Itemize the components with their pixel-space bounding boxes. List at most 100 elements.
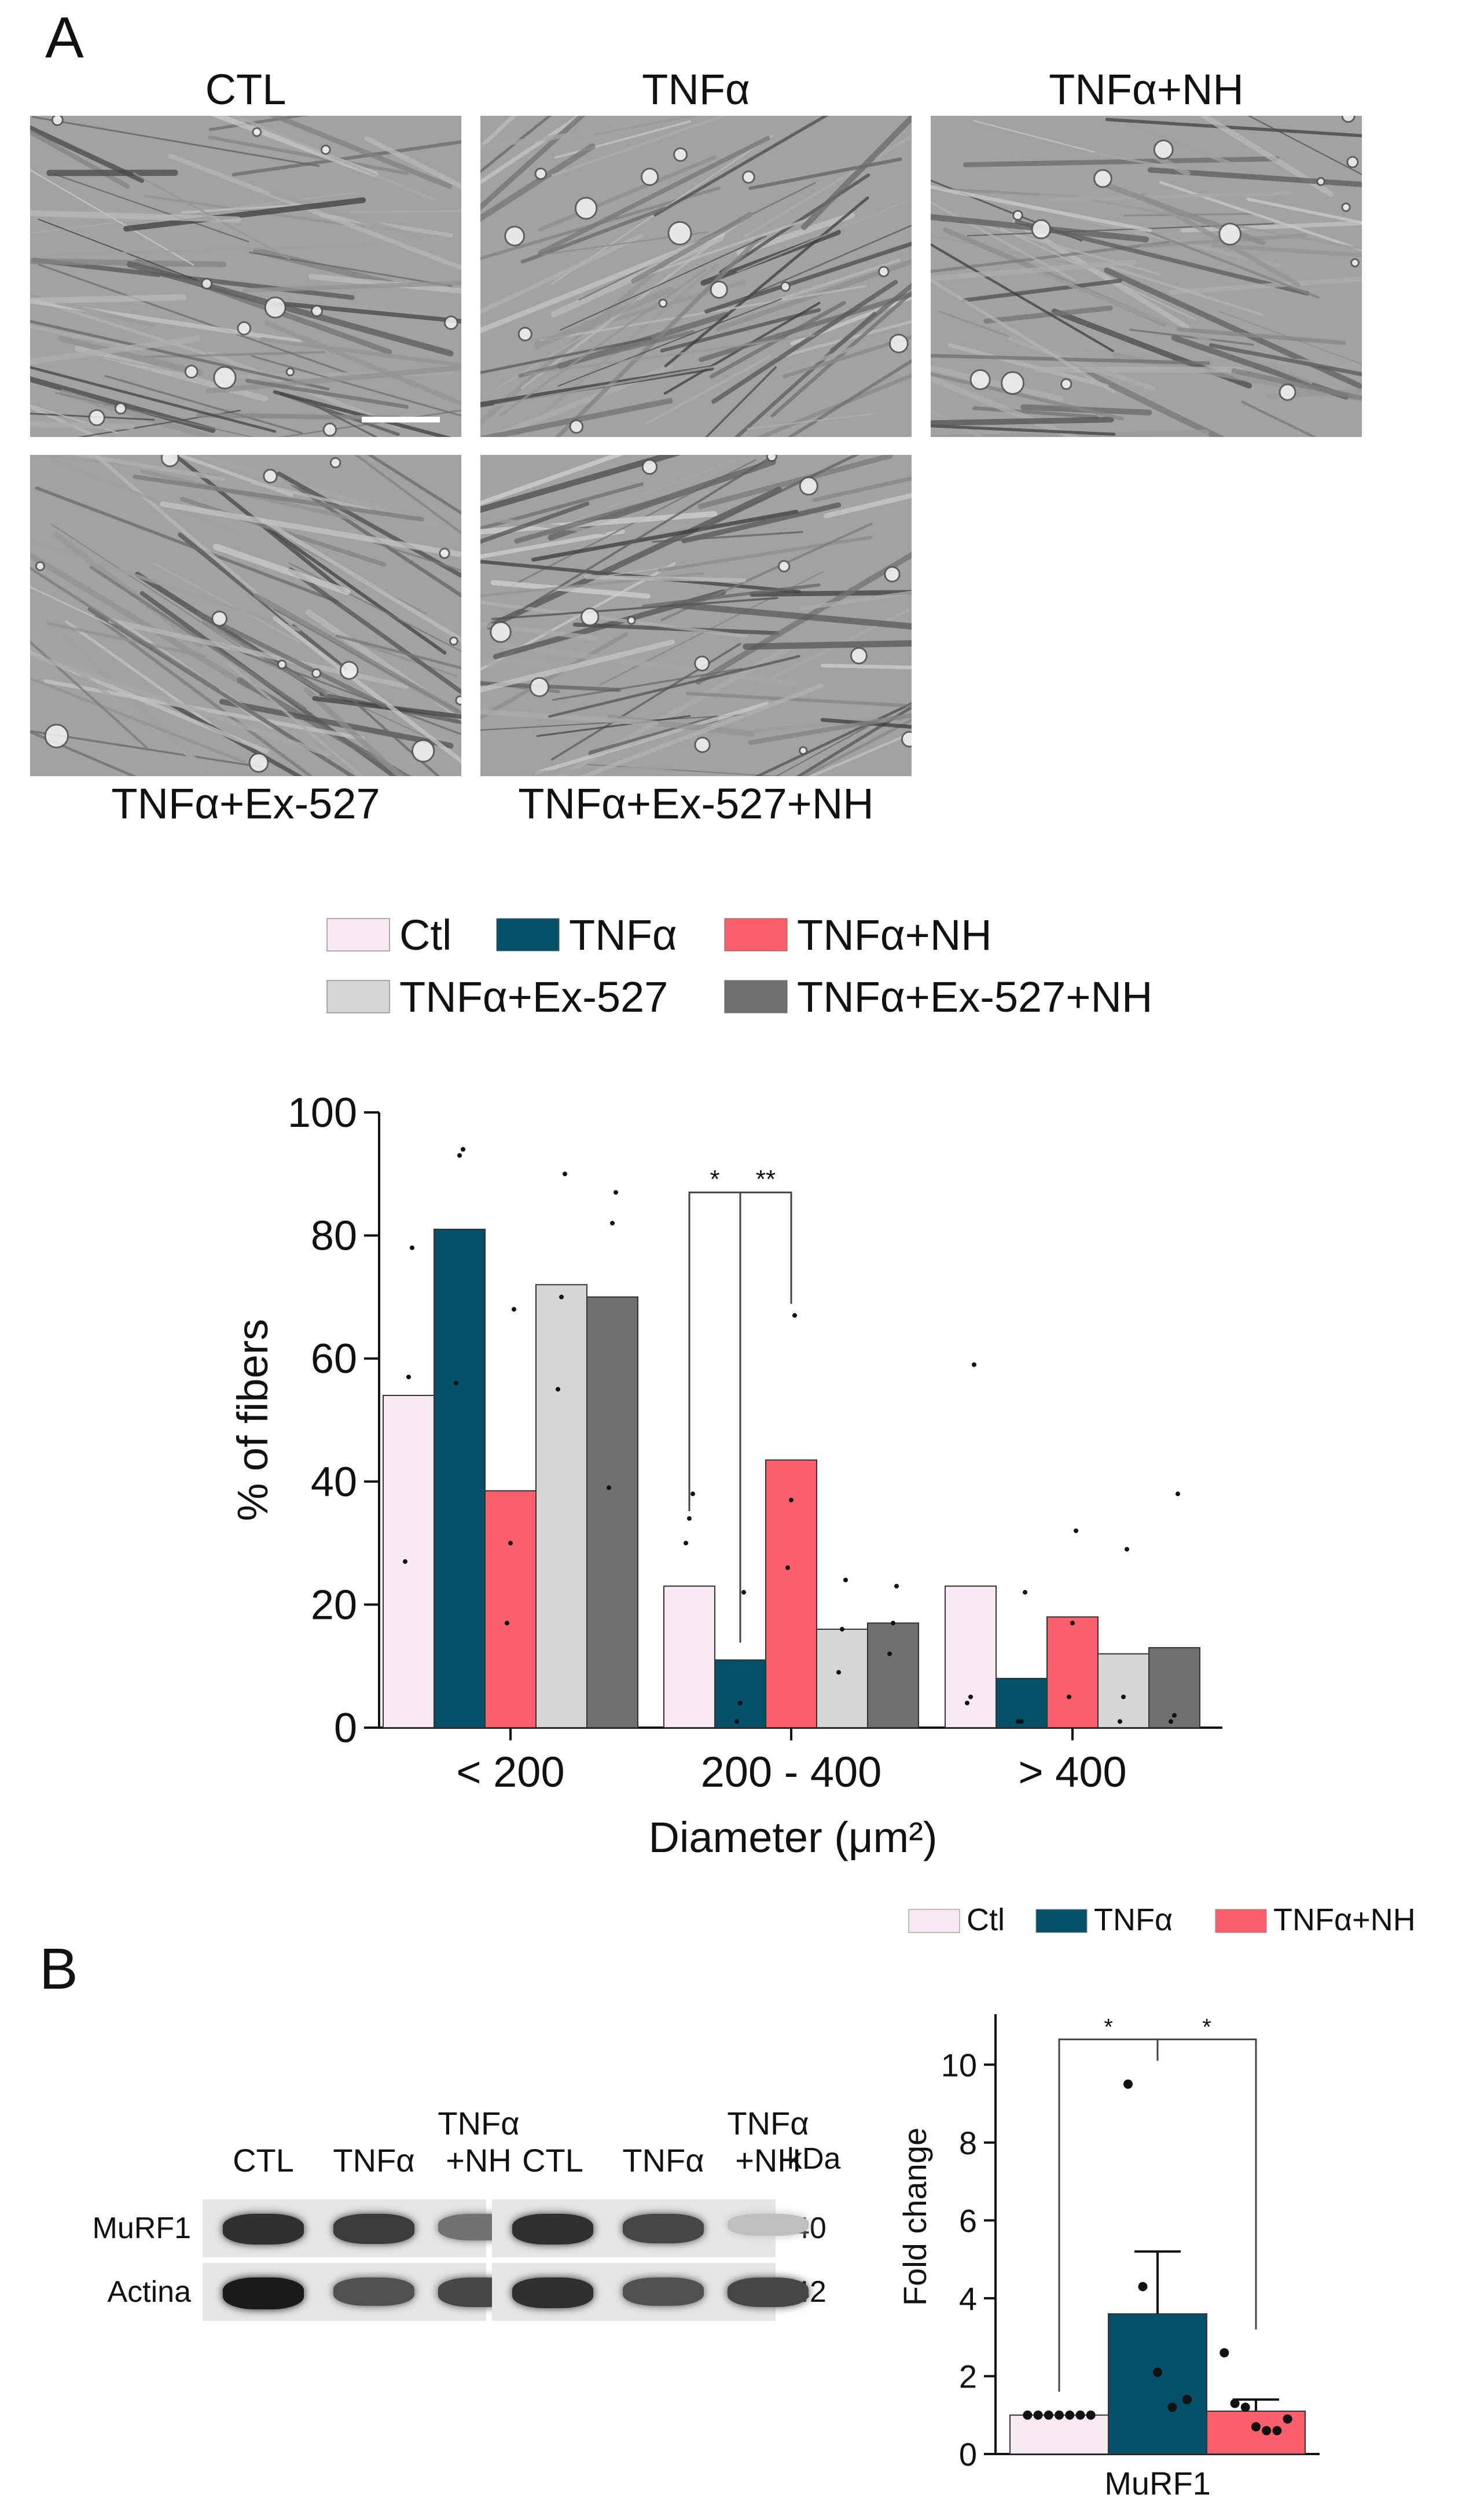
data-point <box>734 1719 739 1724</box>
fiber-texture <box>777 258 901 302</box>
fiber-texture <box>1000 227 1196 321</box>
micrograph-label-tnfa-nh: TNFα+NH <box>1049 65 1244 113</box>
fiber-texture <box>1177 327 1346 346</box>
cell-body-texture <box>88 409 105 427</box>
fiber-texture <box>961 278 1122 303</box>
fiber-texture <box>578 683 824 776</box>
y-tick-label: 8 <box>959 2125 977 2161</box>
cell-body-texture <box>248 752 269 773</box>
cell-body-texture <box>667 221 692 245</box>
fiber-texture <box>262 518 461 642</box>
fiber-texture <box>931 278 1116 394</box>
fiber-diameter-chart: Ctl TNFα TNFα+NH TNFα+Ex-527 TNFα+Ex-527+NH 0… <box>229 911 1222 1861</box>
murf1-fold-change-chart: Ctl TNFα TNFα+NH 0 2 4 6 8 10 Fold change MuRF1 * * <box>897 1902 1416 2501</box>
micrograph-tnfa-ex527 <box>30 455 461 776</box>
significance-bracket <box>688 1191 741 1643</box>
fiber-texture <box>480 398 673 437</box>
cell-body-texture <box>850 646 868 664</box>
data-point <box>614 1190 618 1195</box>
cell-body-texture <box>44 723 69 748</box>
fiber-texture <box>931 409 985 437</box>
fiber-texture <box>202 619 328 696</box>
bar <box>1108 2313 1207 2455</box>
scale-bar <box>362 417 440 423</box>
cell-body-texture <box>569 419 584 434</box>
fiber-texture <box>30 258 227 267</box>
data-point <box>1074 1528 1078 1533</box>
blot-band <box>223 2214 304 2244</box>
blot-band <box>623 2214 704 2243</box>
y-tick-label: 0 <box>334 1705 357 1751</box>
lane-label: TNFα <box>333 2142 415 2179</box>
fiber-texture <box>931 424 1116 436</box>
fiber-texture <box>480 116 586 211</box>
data-point <box>840 1626 844 1632</box>
y-axis-title: Fold change <box>897 2128 933 2306</box>
x-tick-label: < 200 <box>456 1748 564 1796</box>
fiber-texture <box>1072 116 1191 177</box>
fiber-texture <box>554 234 763 437</box>
cell-body-texture <box>1218 222 1242 246</box>
fiber-texture <box>251 355 461 417</box>
fiber-texture <box>539 285 867 342</box>
fiber-texture <box>699 292 912 362</box>
significance-label: * <box>710 1165 719 1193</box>
fiber-texture <box>704 241 912 314</box>
fiber-texture <box>775 702 912 776</box>
fiber-texture <box>480 600 748 638</box>
cell-body-texture <box>884 565 901 583</box>
fiber-texture <box>30 413 155 421</box>
fiber-texture <box>515 455 777 615</box>
fiber-texture <box>533 286 674 349</box>
fiber-texture <box>645 355 772 425</box>
data-point <box>891 1621 895 1626</box>
fiber-texture <box>208 116 309 131</box>
cell-body-texture <box>799 476 818 496</box>
blot-band <box>512 2277 593 2308</box>
data-point <box>1182 2394 1192 2404</box>
bar <box>484 1490 537 1728</box>
fiber-texture <box>350 697 440 776</box>
data-point <box>1033 2410 1043 2420</box>
data-point <box>505 1621 509 1626</box>
cell-body-texture <box>264 296 286 319</box>
fiber-texture <box>631 212 753 284</box>
cell-body-texture <box>310 304 324 317</box>
fiber-texture <box>364 135 461 189</box>
fiber-texture <box>342 637 458 677</box>
lane-label: TNFα <box>727 2105 809 2141</box>
western-blot: CTL TNFα TNFα +NH CTL TNFα TNFα +NH kDa MuRF1 40 Ac… <box>93 2084 868 2321</box>
cell-body-texture <box>449 636 458 646</box>
fiber-texture <box>931 429 1210 437</box>
cell-body-texture <box>311 668 322 678</box>
fiber-texture <box>30 294 186 304</box>
fiber-texture <box>1231 368 1362 401</box>
fiber-texture <box>560 236 767 331</box>
fiber-texture <box>1105 117 1362 138</box>
fiber-texture <box>30 640 148 749</box>
cell-body-texture <box>534 167 548 181</box>
fiber-texture <box>480 482 644 531</box>
fiber-texture <box>30 210 241 223</box>
fiber-texture <box>228 663 364 776</box>
legend-label: TNFα <box>1094 1902 1173 1937</box>
cell-body-texture <box>780 281 791 292</box>
fiber-texture <box>787 359 912 437</box>
fiber-texture <box>748 157 902 190</box>
legend-swatch <box>496 918 560 952</box>
fiber-texture <box>711 280 898 404</box>
cell-body-texture <box>1341 202 1351 212</box>
fiber-texture <box>58 336 204 376</box>
fiber-texture <box>30 566 219 690</box>
legend-swatch <box>1215 1909 1267 1933</box>
fiber-texture <box>277 409 461 437</box>
cell-body-texture <box>443 315 458 330</box>
data-point <box>512 1307 516 1312</box>
fiber-texture <box>972 406 1099 419</box>
legend-swatch <box>326 918 390 952</box>
micrograph-tnfa-ex527-nh <box>480 455 912 776</box>
fiber-texture <box>92 455 293 626</box>
fiber-texture <box>231 116 435 201</box>
fiber-texture <box>824 493 912 519</box>
data-point <box>1016 1719 1020 1724</box>
